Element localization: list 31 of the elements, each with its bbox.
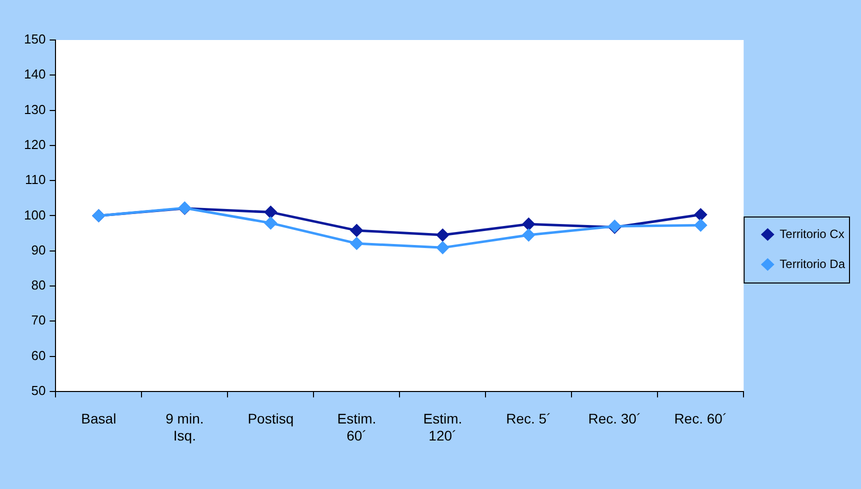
x-tick-label: Estim. 60´	[337, 410, 376, 444]
x-tick-label: Rec. 30´	[588, 410, 642, 427]
x-tick-label: Rec. 5´	[506, 410, 552, 427]
y-tick-label: 50	[31, 382, 46, 398]
y-tick-label: 150	[24, 32, 46, 47]
point	[264, 216, 278, 230]
point	[436, 241, 450, 254]
point	[350, 236, 364, 250]
y-tick-label: 90	[31, 242, 46, 258]
x-tick-label: Estim. 120´	[423, 410, 462, 444]
x-tick-label: Basal	[81, 410, 116, 427]
point	[264, 206, 278, 219]
x-tick-label: Postisq	[248, 410, 294, 427]
legend-label: Territorio Da	[780, 256, 846, 271]
y-tick-label: 80	[31, 278, 46, 293]
point	[522, 218, 536, 231]
point	[522, 228, 536, 242]
y-tick-label: 100	[24, 207, 46, 222]
y-tick-label: 60	[31, 348, 46, 363]
point	[694, 218, 708, 232]
x-tick-label: 9 min. Isq.	[166, 410, 204, 444]
y-tick-label: 140	[24, 66, 46, 82]
x-tick-label: Rec. 60´	[674, 410, 728, 427]
point	[350, 224, 364, 237]
y-tick-label: 70	[31, 312, 46, 328]
y-tick-label: 120	[24, 137, 46, 152]
point	[694, 208, 708, 222]
legend-label: Territorio Cx	[780, 226, 844, 241]
y-tick-label: 130	[24, 102, 46, 117]
point	[436, 228, 450, 242]
y-tick-label: 110	[24, 172, 46, 188]
